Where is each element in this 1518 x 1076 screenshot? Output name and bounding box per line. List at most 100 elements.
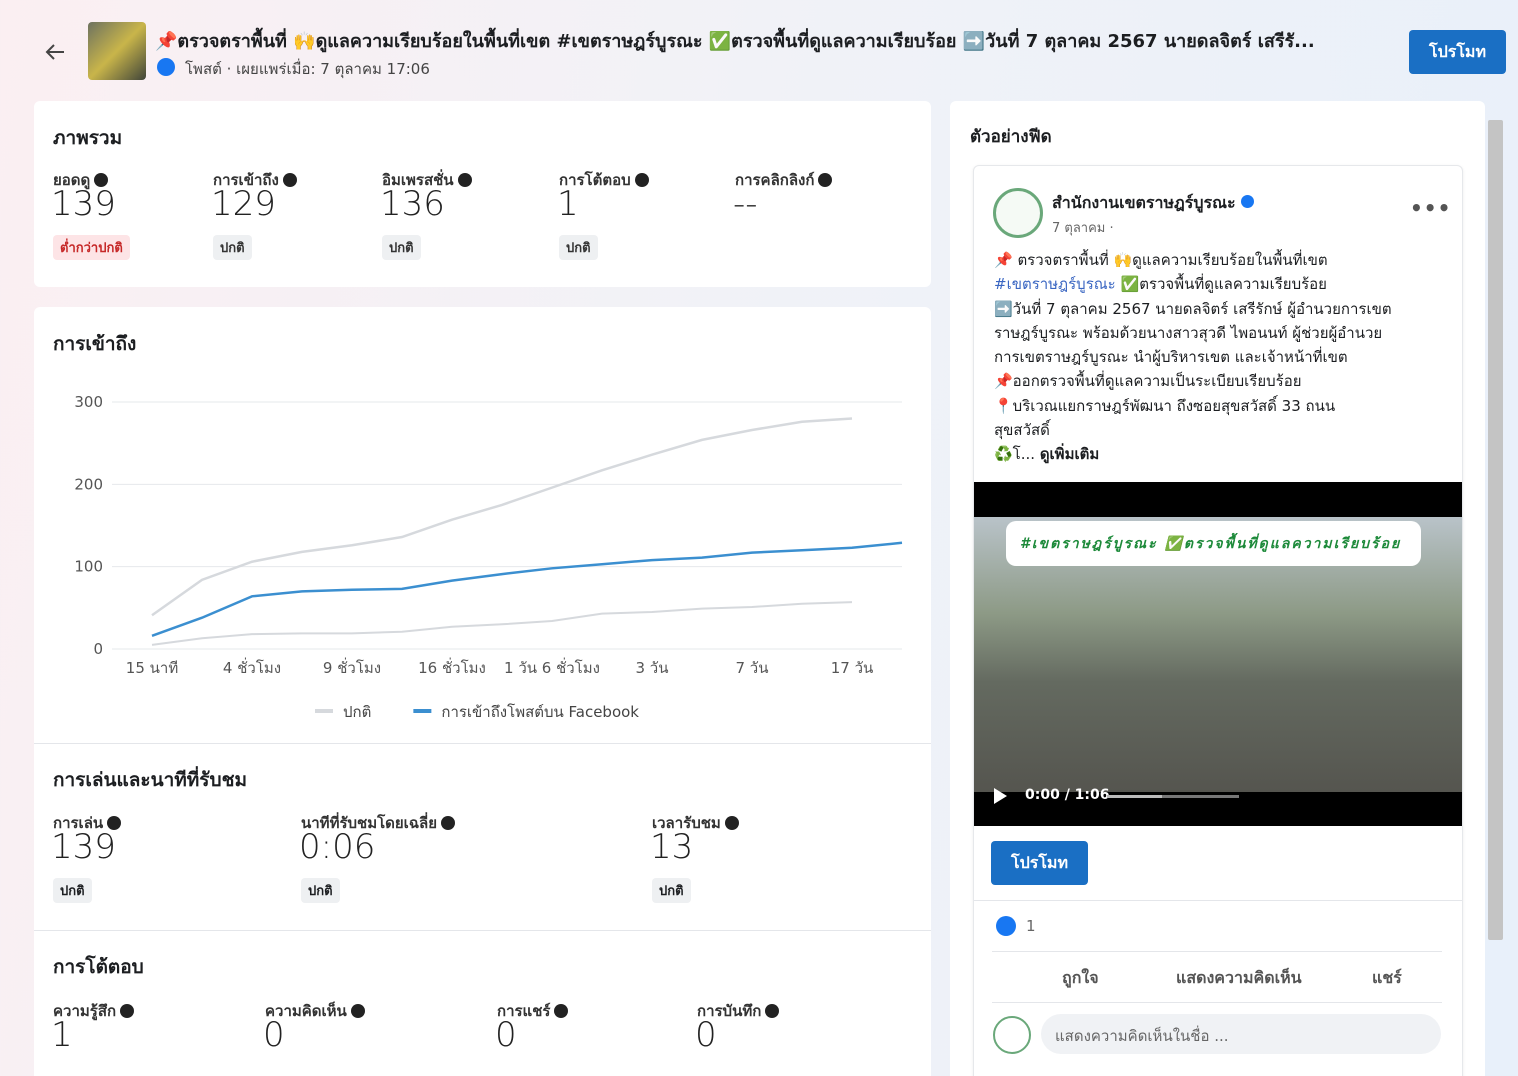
metric-label: การเข้าถึง: [213, 168, 297, 192]
promote-button[interactable]: โปรโมท: [991, 841, 1088, 885]
series-line: [151, 417, 853, 617]
post-line: ราษฎร์บูรณะ พร้อมด้วยนางสาวสุวดี ไพอนนท์…: [994, 323, 1383, 342]
info-icon: [107, 816, 122, 830]
post-line-text: ♻️โ...: [994, 445, 1040, 464]
metric-label: การแชร์: [497, 999, 569, 1023]
status-badge: ปกติ: [53, 878, 92, 903]
post-card: สำนักงานเขตราษฎร์บูรณะ 7 ตุลาคม · ••• 📌 …: [973, 165, 1463, 1076]
section-title: การโต้ตอบ: [53, 956, 144, 978]
post-line-text: ✅ตรวจพื้นที่ดูแลความเรียบร้อย: [1115, 275, 1327, 294]
play-button[interactable]: [994, 788, 1007, 804]
video[interactable]: #เขตราษฎร์บูรณะ ✅ตรวจพื้นที่ดูแลความเรีย…: [974, 482, 1462, 826]
overview-card: ภาพรวม: [34, 101, 931, 287]
metric-value: 139: [51, 827, 116, 867]
metric-label: นาทีที่รับชมโดยเฉลี่ย: [301, 811, 456, 835]
hashtag[interactable]: #เขตราษฎร์บูรณะ: [994, 275, 1116, 294]
post-line: #เขตราษฎร์บูรณะ ✅ตรวจพื้นที่ดูแลความเรีย…: [994, 272, 1392, 296]
metric-label: ความรู้สึก: [53, 999, 135, 1023]
metric-label-text: การเข้าถึง: [213, 171, 279, 189]
status-badge: ต่ำกว่าปกติ: [53, 235, 130, 260]
metric-value: 136: [380, 184, 445, 224]
y-tick-label: 0: [93, 640, 103, 658]
metric-label: การโต้ตอบ: [559, 168, 649, 192]
info-icon: [634, 173, 649, 187]
post-line: 📌ออกตรวจพื้นที่ดูแลความเป็นระเบียบเรียบร…: [994, 372, 1302, 391]
x-tick-label: 7 วัน: [736, 659, 769, 677]
status-badge: ปกติ: [652, 878, 691, 903]
metric-value: 0:06: [299, 827, 376, 867]
info-icon: [120, 1004, 135, 1018]
metric-label: การบันทึก: [697, 999, 780, 1023]
comment-button[interactable]: แสดงความคิดเห็น: [1176, 968, 1302, 987]
x-tick-label: 1 วัน 6 ชั่วโมง: [504, 657, 600, 677]
metric-label-text: ความรู้สึก: [53, 1002, 117, 1020]
metric-label-text: การคลิกลิงก์: [735, 171, 815, 189]
post-line: สุขสวัสดิ์: [994, 421, 1050, 440]
post-line: 📌 ตรวจตราพื้นที่ 🙌ดูแลความเรียบร้อยในพื้…: [994, 251, 1328, 269]
scrollbar[interactable]: [1488, 120, 1503, 940]
metric-label-text: อิมเพรสชั่น: [382, 171, 454, 189]
post-line: 📍บริเวณแยกราษฎร์พัฒนา ถึงซอยสุขสวัสดิ์ 3…: [994, 396, 1336, 415]
back-arrow[interactable]: [44, 42, 66, 62]
status-badge: ปกติ: [301, 878, 340, 903]
legend-label: การเข้าถึงโพสต์บน Facebook: [441, 703, 639, 721]
share-button[interactable]: แชร์: [1372, 968, 1402, 987]
separator: [34, 743, 931, 744]
info-icon: [94, 173, 109, 187]
page-avatar: [993, 188, 1043, 238]
separator: [34, 930, 931, 931]
y-tick-label: 300: [74, 393, 103, 411]
metric-value: 1: [557, 184, 579, 224]
like-button[interactable]: ถูกใจ: [1062, 968, 1099, 987]
metric-value: 0: [695, 1015, 717, 1055]
section-title: การเล่นและนาทีที่รับชม: [53, 769, 247, 791]
facebook-icon: [157, 58, 175, 76]
metric-label-text: การโต้ตอบ: [559, 171, 631, 189]
promote-button[interactable]: โปรโมท: [1409, 30, 1506, 74]
like-icon: [996, 916, 1016, 936]
info-icon: [765, 1004, 780, 1018]
metric-label-text: นาทีที่รับชมโดยเฉลี่ย: [301, 814, 438, 832]
thumbnail: [88, 22, 146, 80]
metric-value: --: [733, 184, 758, 224]
comment-input[interactable]: แสดงความคิดเห็นในชื่อ ...: [1041, 1014, 1441, 1054]
separator: [992, 1002, 1442, 1003]
info-icon: [282, 173, 297, 187]
info-icon: [818, 173, 833, 187]
x-tick-label: 4 ชั่วโมง: [223, 657, 281, 677]
post-line: ➡️วันที่ 7 ตุลาคม 2567 นายดลจิตร์ เสรีรั…: [994, 299, 1392, 318]
post-title: 📌ตรวจตราพื้นที่ 🙌ดูแลความเรียบร้อยในพื้น…: [155, 31, 1315, 52]
metric-label-text: การเล่น: [53, 814, 104, 832]
see-more[interactable]: ดูเพิ่มเติม: [1039, 445, 1100, 464]
buffered: [1107, 795, 1162, 798]
info-icon: [441, 816, 456, 830]
metric-label-text: ยอดดู: [53, 171, 91, 189]
more-menu[interactable]: •••: [1410, 196, 1452, 220]
post-subtitle: โพสต์ · เผยแพร่เมื่อ: 7 ตุลาคม 17:06: [185, 60, 430, 78]
x-tick-label: 16 ชั่วโมง: [418, 657, 486, 677]
metric-value: 13: [650, 827, 694, 867]
video-time: 0:00 / 1:06: [1025, 787, 1110, 803]
reach-chart: 0 100 200 300 15 นาที 4 ชั่วโมง 9 ชั่วโมง 16 ชั…: [74, 393, 903, 721]
section-title: ตัวอย่างฟีด: [970, 127, 1052, 147]
page-name-text: สำนักงานเขตราษฎร์บูรณะ: [1052, 193, 1236, 212]
like-count: 1: [1026, 917, 1036, 935]
metric-label: การเล่น: [53, 811, 122, 835]
legend-label: ปกติ: [343, 703, 371, 721]
x-tick-label: 17 วัน: [831, 659, 874, 677]
metric-label-text: การบันทึก: [697, 1002, 762, 1020]
y-tick-label: 100: [74, 558, 103, 576]
section-title: การเข้าถึง: [53, 333, 137, 355]
info-icon: [554, 1004, 569, 1018]
metric-value: 0: [263, 1015, 285, 1055]
range-line: [151, 601, 853, 646]
metric-label: ยอดดู: [53, 168, 109, 192]
video-caption: #เขตราษฎร์บูรณะ ✅ตรวจพื้นที่ดูแลความเรีย…: [1006, 521, 1421, 566]
post-line: การเขตราษฎร์บูรณะ นำผู้บริหารเขต และเจ้า…: [994, 348, 1348, 367]
separator: [974, 900, 1462, 901]
metric-label: การคลิกลิงก์: [735, 168, 833, 192]
page-name: สำนักงานเขตราษฎร์บูรณะ: [1052, 191, 1255, 216]
metric-label: เวลารับชม: [652, 811, 739, 835]
progress-bar[interactable]: [1107, 795, 1239, 798]
status-badge: ปกติ: [559, 235, 598, 260]
